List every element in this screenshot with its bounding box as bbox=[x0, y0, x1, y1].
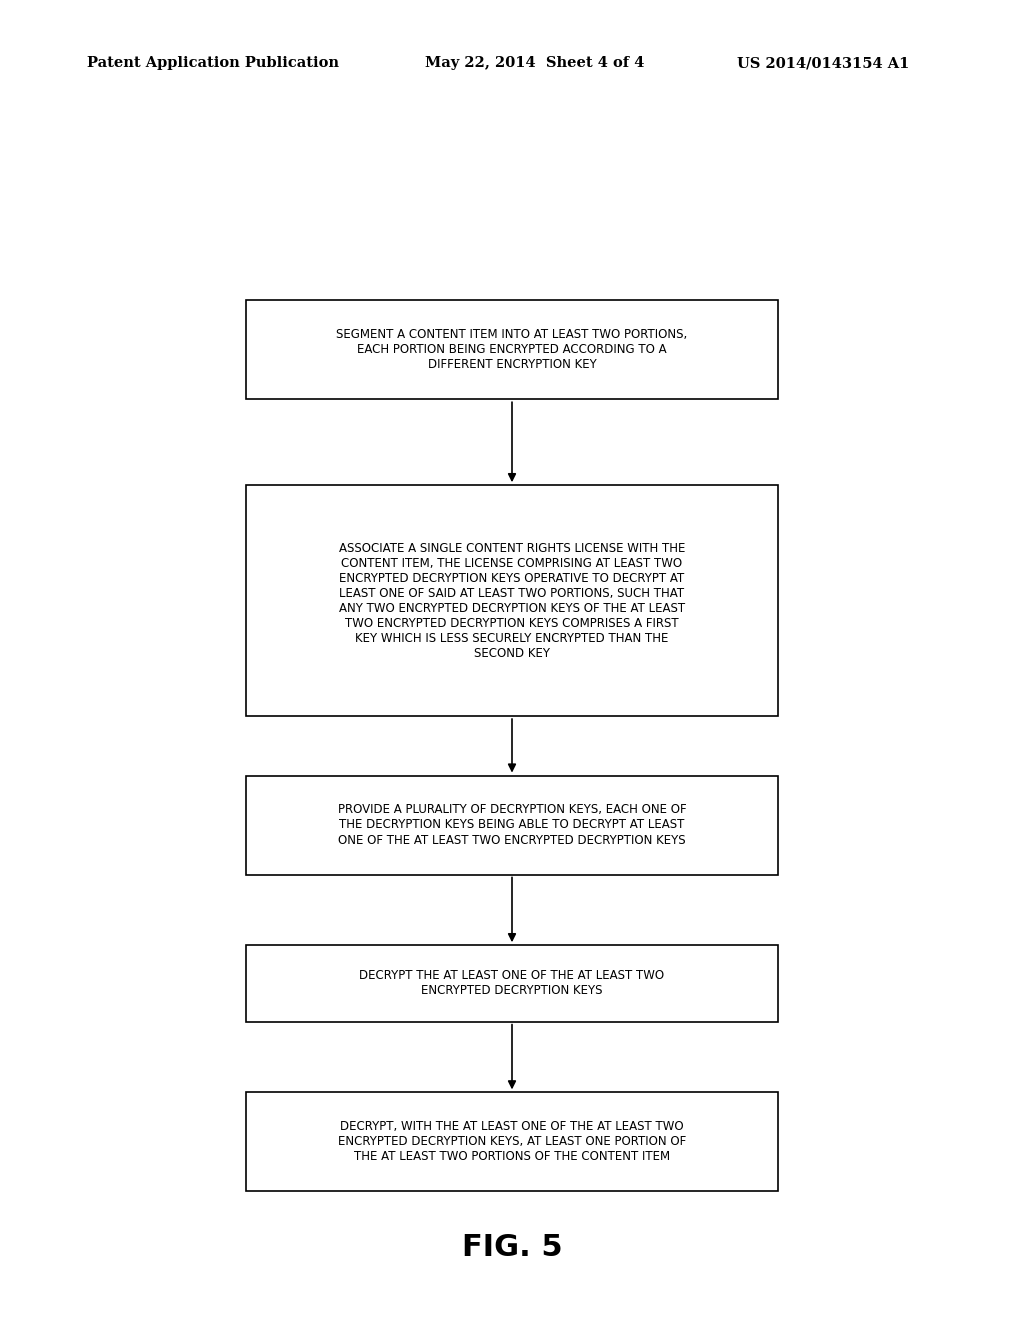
Text: DECRYPT THE AT LEAST ONE OF THE AT LEAST TWO
ENCRYPTED DECRYPTION KEYS: DECRYPT THE AT LEAST ONE OF THE AT LEAST… bbox=[359, 969, 665, 998]
Text: FIG. 5: FIG. 5 bbox=[462, 1233, 562, 1262]
Text: DECRYPT, WITH THE AT LEAST ONE OF THE AT LEAST TWO
ENCRYPTED DECRYPTION KEYS, AT: DECRYPT, WITH THE AT LEAST ONE OF THE AT… bbox=[338, 1121, 686, 1163]
Text: Patent Application Publication: Patent Application Publication bbox=[87, 57, 339, 70]
Text: PROVIDE A PLURALITY OF DECRYPTION KEYS, EACH ONE OF
THE DECRYPTION KEYS BEING AB: PROVIDE A PLURALITY OF DECRYPTION KEYS, … bbox=[338, 804, 686, 846]
FancyBboxPatch shape bbox=[246, 776, 778, 874]
Text: US 2014/0143154 A1: US 2014/0143154 A1 bbox=[737, 57, 909, 70]
FancyBboxPatch shape bbox=[246, 484, 778, 715]
Text: SEGMENT A CONTENT ITEM INTO AT LEAST TWO PORTIONS,
EACH PORTION BEING ENCRYPTED : SEGMENT A CONTENT ITEM INTO AT LEAST TWO… bbox=[336, 329, 688, 371]
Text: ASSOCIATE A SINGLE CONTENT RIGHTS LICENSE WITH THE
CONTENT ITEM, THE LICENSE COM: ASSOCIATE A SINGLE CONTENT RIGHTS LICENS… bbox=[339, 541, 685, 660]
Text: May 22, 2014  Sheet 4 of 4: May 22, 2014 Sheet 4 of 4 bbox=[425, 57, 644, 70]
FancyBboxPatch shape bbox=[246, 945, 778, 1022]
FancyBboxPatch shape bbox=[246, 301, 778, 399]
FancyBboxPatch shape bbox=[246, 1093, 778, 1191]
